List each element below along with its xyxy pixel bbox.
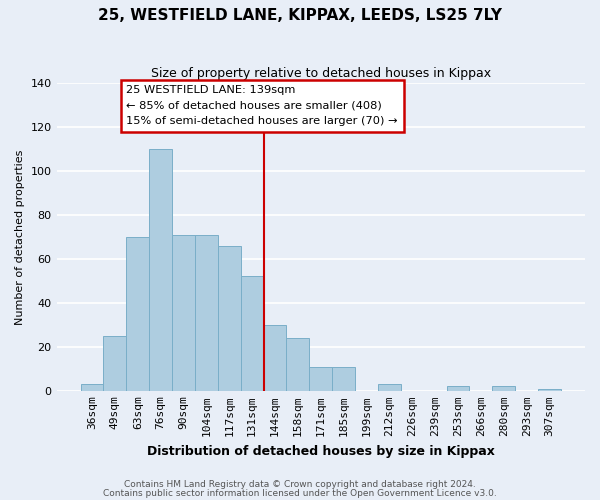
Bar (332, 366, 355, 391)
Text: 25 WESTFIELD LANE: 139sqm
← 85% of detached houses are smaller (408)
15% of semi: 25 WESTFIELD LANE: 139sqm ← 85% of detac… (127, 86, 398, 126)
Text: Contains public sector information licensed under the Open Government Licence v3: Contains public sector information licen… (103, 488, 497, 498)
Bar (286, 338, 310, 391)
Bar (218, 246, 241, 391)
Bar (103, 336, 127, 391)
Bar (80, 384, 103, 391)
Bar (127, 237, 149, 391)
Bar (195, 234, 218, 391)
Bar (310, 366, 332, 391)
Bar (172, 234, 195, 391)
Text: 25, WESTFIELD LANE, KIPPAX, LEEDS, LS25 7LY: 25, WESTFIELD LANE, KIPPAX, LEEDS, LS25 … (98, 8, 502, 22)
Bar (446, 386, 469, 391)
Bar (241, 276, 263, 391)
Bar (538, 388, 561, 391)
Y-axis label: Number of detached properties: Number of detached properties (15, 149, 25, 324)
X-axis label: Distribution of detached houses by size in Kippax: Distribution of detached houses by size … (147, 444, 495, 458)
Bar (149, 149, 172, 391)
Bar (493, 386, 515, 391)
Bar (263, 325, 286, 391)
Text: Contains HM Land Registry data © Crown copyright and database right 2024.: Contains HM Land Registry data © Crown c… (124, 480, 476, 489)
Title: Size of property relative to detached houses in Kippax: Size of property relative to detached ho… (151, 68, 491, 80)
Bar (378, 384, 401, 391)
